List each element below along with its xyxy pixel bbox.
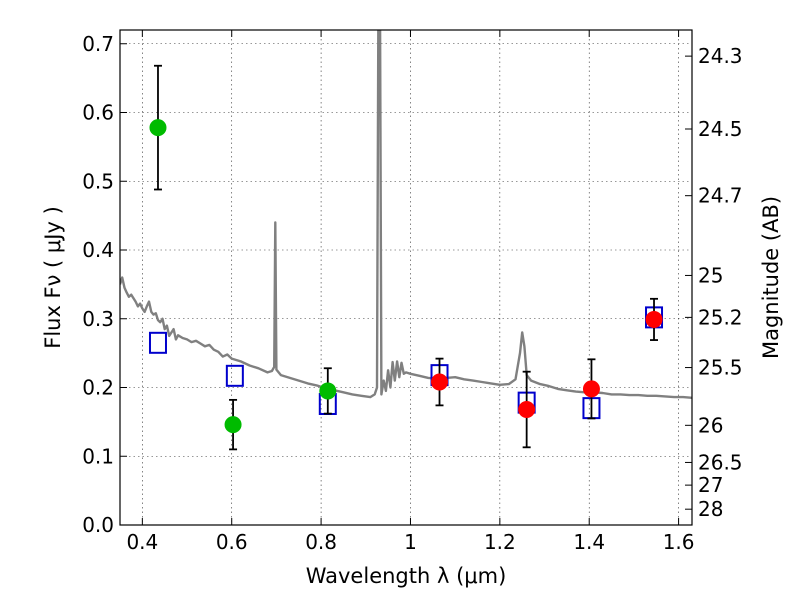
red-data-point [582,380,600,398]
plot-area [120,30,692,451]
green-data-point [149,119,167,137]
magnitude-tick-label: 26.5 [698,450,743,474]
magnitude-tick-label: 25 [698,263,723,287]
x-tick-label: 1 [404,530,417,554]
y-tick-label: 0.2 [82,376,114,400]
green-data-point [319,382,337,400]
x-tick-label: 1.4 [573,530,605,554]
y-tick-label: 0.7 [82,32,114,56]
y-tick-label: 0.6 [82,101,114,125]
magnitude-tick-label: 25.5 [698,356,743,380]
plot-frame [119,29,693,526]
x-tick-label: 0.4 [126,530,158,554]
y-tick-label: 0.0 [82,513,114,537]
y-tick-label: 0.3 [82,307,114,331]
red-data-point [518,401,536,418]
magnitude-tick-label: 28 [698,497,723,521]
x-tick-label: 1.6 [663,530,695,554]
magnitude-tick-label: 24.3 [698,44,743,68]
magnitude-tick-label: 24.5 [698,117,743,141]
magnitude-tick-label: 26 [698,413,723,437]
magnitude-tick-label: 25.2 [698,305,743,329]
red-data-point [431,373,449,391]
y-tick-label: 0.1 [82,444,114,468]
x-tick-label: 0.6 [216,530,248,554]
y-tick-label: 0.4 [82,238,114,262]
green-data-point [224,416,242,434]
grid-lines [120,30,692,526]
model-flux-square [148,331,167,354]
template-spectrum-line [120,30,692,399]
y2-axis-label: Magnitude (AB) [759,196,783,359]
x-tick-label: 0.8 [305,530,337,554]
y-axis-label: Flux Fν ( μJy ) [41,206,65,349]
x-axis-label: Wavelength λ (μm) [306,564,507,588]
magnitude-tick-label: 24.7 [698,184,743,208]
axis-ticks: 0.4 0.6 0.8 1 1.2 1.4 1.6 0.0 0.1 0.2 0.3 0.4 0.5 0.6… [82,30,743,554]
y-tick-label: 0.5 [82,169,114,193]
model-flux-square [225,364,244,387]
x-tick-label: 1.2 [484,530,516,554]
red-data-point [645,310,663,328]
magnitude-tick-label: 27 [698,473,723,497]
